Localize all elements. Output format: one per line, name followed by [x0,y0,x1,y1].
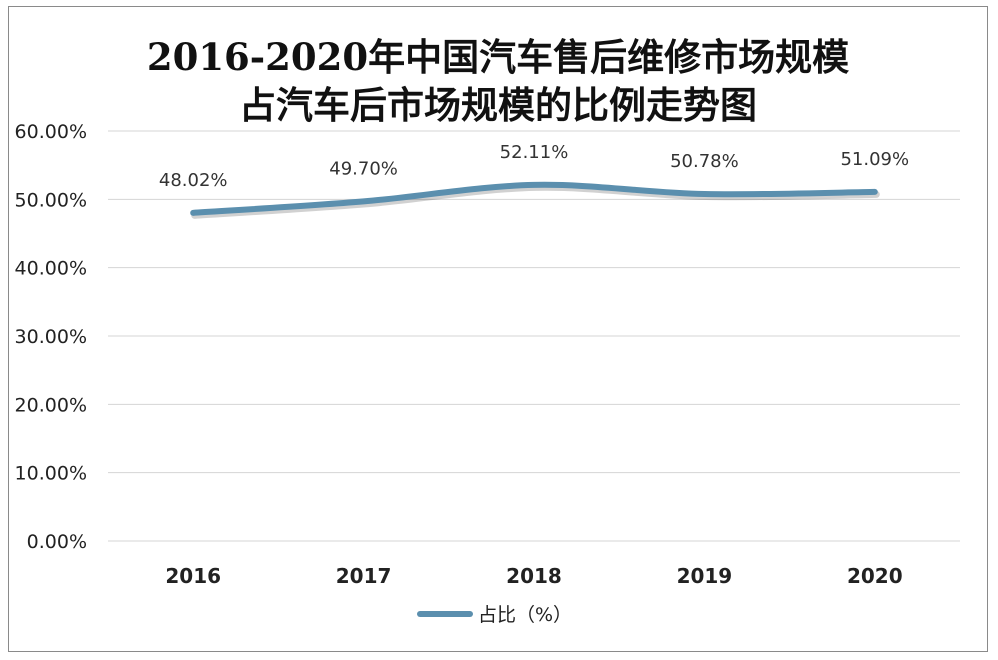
chart-title-line-1: 2016-2020年中国汽车售后维修市场规模 [147,35,849,79]
chart-title-line-2: 占汽车后市场规模的比例走势图 [239,83,757,127]
data-label: 52.11% [500,142,569,163]
y-tick-label: 50.00% [15,189,87,211]
x-tick-label: 2020 [847,564,903,588]
y-tick-label: 10.00% [15,463,87,485]
x-axis-ticks: 2016 2017 2018 2019 2020 [165,564,902,588]
y-tick-label: 30.00% [15,326,87,348]
y-tick-label: 60.00% [15,121,87,143]
data-label: 50.78% [670,151,739,172]
y-tick-label: 20.00% [15,394,87,416]
data-labels: 48.02% 49.70% 52.11% 50.78% 51.09% [159,142,909,191]
y-axis-ticks: 0.00% 10.00% 20.00% 30.00% 40.00% 50.00% 60.00… [15,121,87,553]
y-tick-label: 0.00% [27,531,87,553]
data-label: 49.70% [329,158,398,179]
y-tick-label: 40.00% [15,258,87,280]
series-layer [190,181,880,219]
gridlines [108,130,960,542]
x-tick-label: 2019 [677,564,733,588]
x-tick-label: 2017 [336,564,392,588]
x-tick-label: 2018 [506,564,562,588]
data-label: 51.09% [840,149,909,170]
legend-label: 占比（%） [478,604,572,626]
data-label: 48.02% [159,170,228,191]
legend: 占比（%） [417,604,572,626]
x-tick-label: 2016 [165,564,221,588]
chart-frame [8,6,988,652]
